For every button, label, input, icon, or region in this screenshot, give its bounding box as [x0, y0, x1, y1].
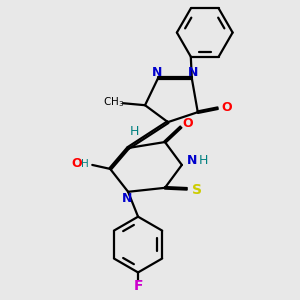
Text: H: H: [81, 159, 89, 169]
Text: N: N: [188, 66, 198, 79]
Text: O: O: [182, 117, 193, 130]
Text: H: H: [199, 154, 208, 167]
Text: N: N: [152, 66, 162, 79]
Text: O: O: [71, 158, 82, 170]
Text: O: O: [221, 101, 232, 114]
Text: N: N: [187, 154, 197, 167]
Text: H: H: [129, 124, 139, 138]
Text: N: N: [122, 192, 132, 205]
Text: S: S: [192, 183, 202, 197]
Text: F: F: [133, 279, 143, 293]
Text: CH$_3$: CH$_3$: [103, 95, 124, 109]
